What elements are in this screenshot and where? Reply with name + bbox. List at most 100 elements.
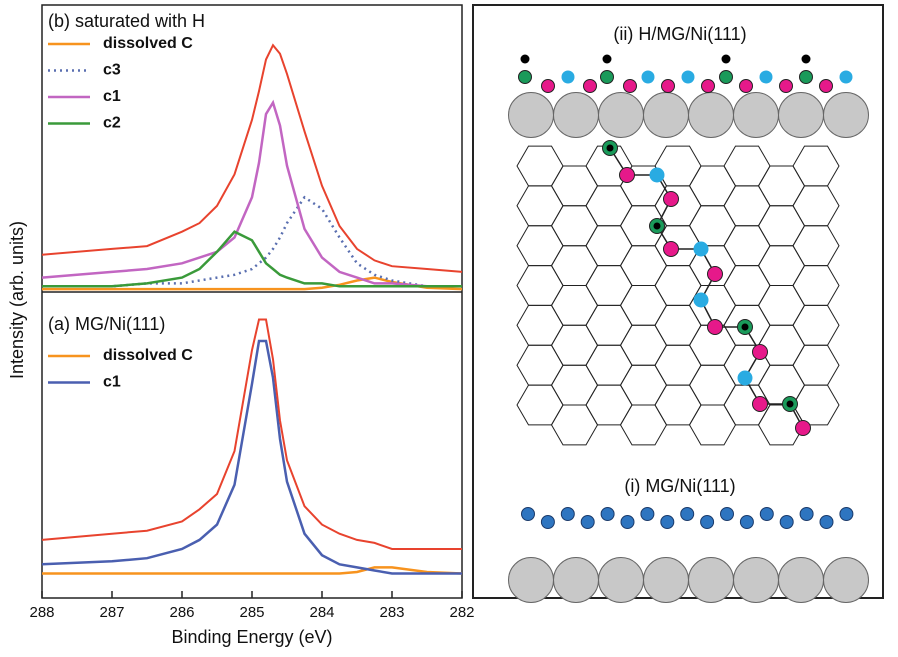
y-axis-title: Intensity (arb. units) xyxy=(7,221,27,379)
lattice-hexagon xyxy=(585,384,633,426)
carbon-atom xyxy=(752,396,768,412)
carbon-atom xyxy=(720,507,734,521)
carbon-atom xyxy=(739,79,753,93)
lattice-hexagon xyxy=(792,265,840,306)
curve xyxy=(42,230,462,288)
ni-atom xyxy=(778,557,824,603)
carbon-atom xyxy=(560,507,575,521)
carbon-atom xyxy=(701,79,715,93)
carbon-atom xyxy=(759,70,773,84)
lattice-hexagon xyxy=(550,285,599,326)
lattice-hexagon xyxy=(585,304,633,346)
carbon-atom xyxy=(518,70,532,84)
carbon-atom xyxy=(663,191,679,207)
hydrogen-atom xyxy=(653,222,661,230)
lattice-hexagon xyxy=(516,344,564,386)
lattice-hexagon xyxy=(619,364,668,406)
lattice-hexagon xyxy=(723,225,771,267)
lattice-hexagon xyxy=(688,364,737,406)
curve xyxy=(41,43,463,273)
curve xyxy=(42,195,462,288)
legend-label: dissolved C xyxy=(103,35,193,52)
lattice-hexagon xyxy=(550,165,599,207)
lattice-hexagon xyxy=(585,225,633,267)
carbon-atom xyxy=(541,79,555,93)
carbon-atom xyxy=(600,70,614,84)
lattice-hexagon xyxy=(516,145,564,187)
hydrogen-atom xyxy=(602,54,612,64)
lattice-hexagon xyxy=(792,225,840,267)
ni-atom xyxy=(688,92,734,138)
ni-atom xyxy=(733,92,779,138)
hydrogen-atom xyxy=(721,54,731,64)
lattice-hexagon xyxy=(550,324,599,366)
carbon-atom xyxy=(663,241,679,257)
lattice-hexagon xyxy=(550,404,599,446)
carbon-atom xyxy=(707,266,723,282)
lattice-hexagon xyxy=(550,364,599,406)
hydrogen-atom xyxy=(801,54,811,64)
lattice-hexagon xyxy=(688,205,737,247)
legend-label: c1 xyxy=(103,374,121,391)
ni-atom xyxy=(553,92,599,138)
ni-atom xyxy=(823,557,869,603)
lattice-hexagon xyxy=(516,225,564,267)
lattice-hexagon xyxy=(757,205,806,247)
lattice-hexagon xyxy=(757,324,806,366)
lattice-hexagon xyxy=(792,304,840,346)
curve xyxy=(42,276,463,291)
x-tick-label: 283 xyxy=(379,604,404,621)
x-tick-label: 282 xyxy=(449,604,474,621)
lattice-hexagon xyxy=(654,384,702,426)
carbon-atom xyxy=(700,515,715,529)
lattice-hexagon xyxy=(792,344,840,386)
lattice-hexagon xyxy=(654,304,702,346)
carbon-atom xyxy=(600,507,615,521)
lattice-hexagon xyxy=(723,185,771,227)
carbon-atom xyxy=(819,79,833,93)
carbon-atom xyxy=(839,507,854,521)
lattice-hexagon xyxy=(585,185,633,227)
lattice-hexagon xyxy=(688,165,737,207)
ni-atom xyxy=(508,92,554,138)
diagram-label: (ii) H/MG/Ni(111) xyxy=(613,24,746,44)
ni-atom xyxy=(598,557,644,603)
carbon-atom xyxy=(737,370,753,386)
hydrogen-atom xyxy=(786,400,794,408)
carbon-atom xyxy=(719,70,733,84)
panel-label: (a) MG/Ni(111) xyxy=(48,314,165,334)
lattice-hexagon xyxy=(516,304,564,346)
chain-bond xyxy=(609,147,804,429)
carbon-atom xyxy=(640,507,655,521)
lattice-hexagon xyxy=(619,324,668,366)
carbon-atom xyxy=(623,79,637,93)
lattice-hexagon xyxy=(792,145,840,187)
carbon-atom xyxy=(795,420,811,436)
lattice-hexagon xyxy=(550,245,599,286)
carbon-atom xyxy=(660,515,675,529)
legend-label: c3 xyxy=(103,62,121,79)
carbon-atom xyxy=(521,507,535,521)
curve xyxy=(41,318,462,550)
x-tick-label: 285 xyxy=(239,604,264,621)
carbon-atom xyxy=(680,507,695,521)
lattice-hexagon xyxy=(619,285,668,326)
x-axis-title: Binding Energy (eV) xyxy=(171,627,332,647)
legend-label: c1 xyxy=(103,88,121,105)
lattice-hexagon xyxy=(619,245,668,286)
x-tick-label: 284 xyxy=(309,604,334,621)
legend-label: dissolved C xyxy=(103,347,193,364)
carbon-atom xyxy=(799,507,814,521)
carbon-atom xyxy=(707,319,723,335)
lattice-hexagon xyxy=(792,185,840,227)
lattice-hexagon xyxy=(585,344,633,386)
lattice-hexagon xyxy=(585,265,633,306)
ni-atom xyxy=(643,557,689,603)
ni-atom xyxy=(823,92,869,138)
lattice-hexagon xyxy=(757,285,806,326)
diagram-label: (i) MG/Ni(111) xyxy=(624,476,735,496)
lattice-hexagon xyxy=(550,205,599,247)
lattice-hexagon xyxy=(516,384,564,426)
curve xyxy=(41,99,462,288)
